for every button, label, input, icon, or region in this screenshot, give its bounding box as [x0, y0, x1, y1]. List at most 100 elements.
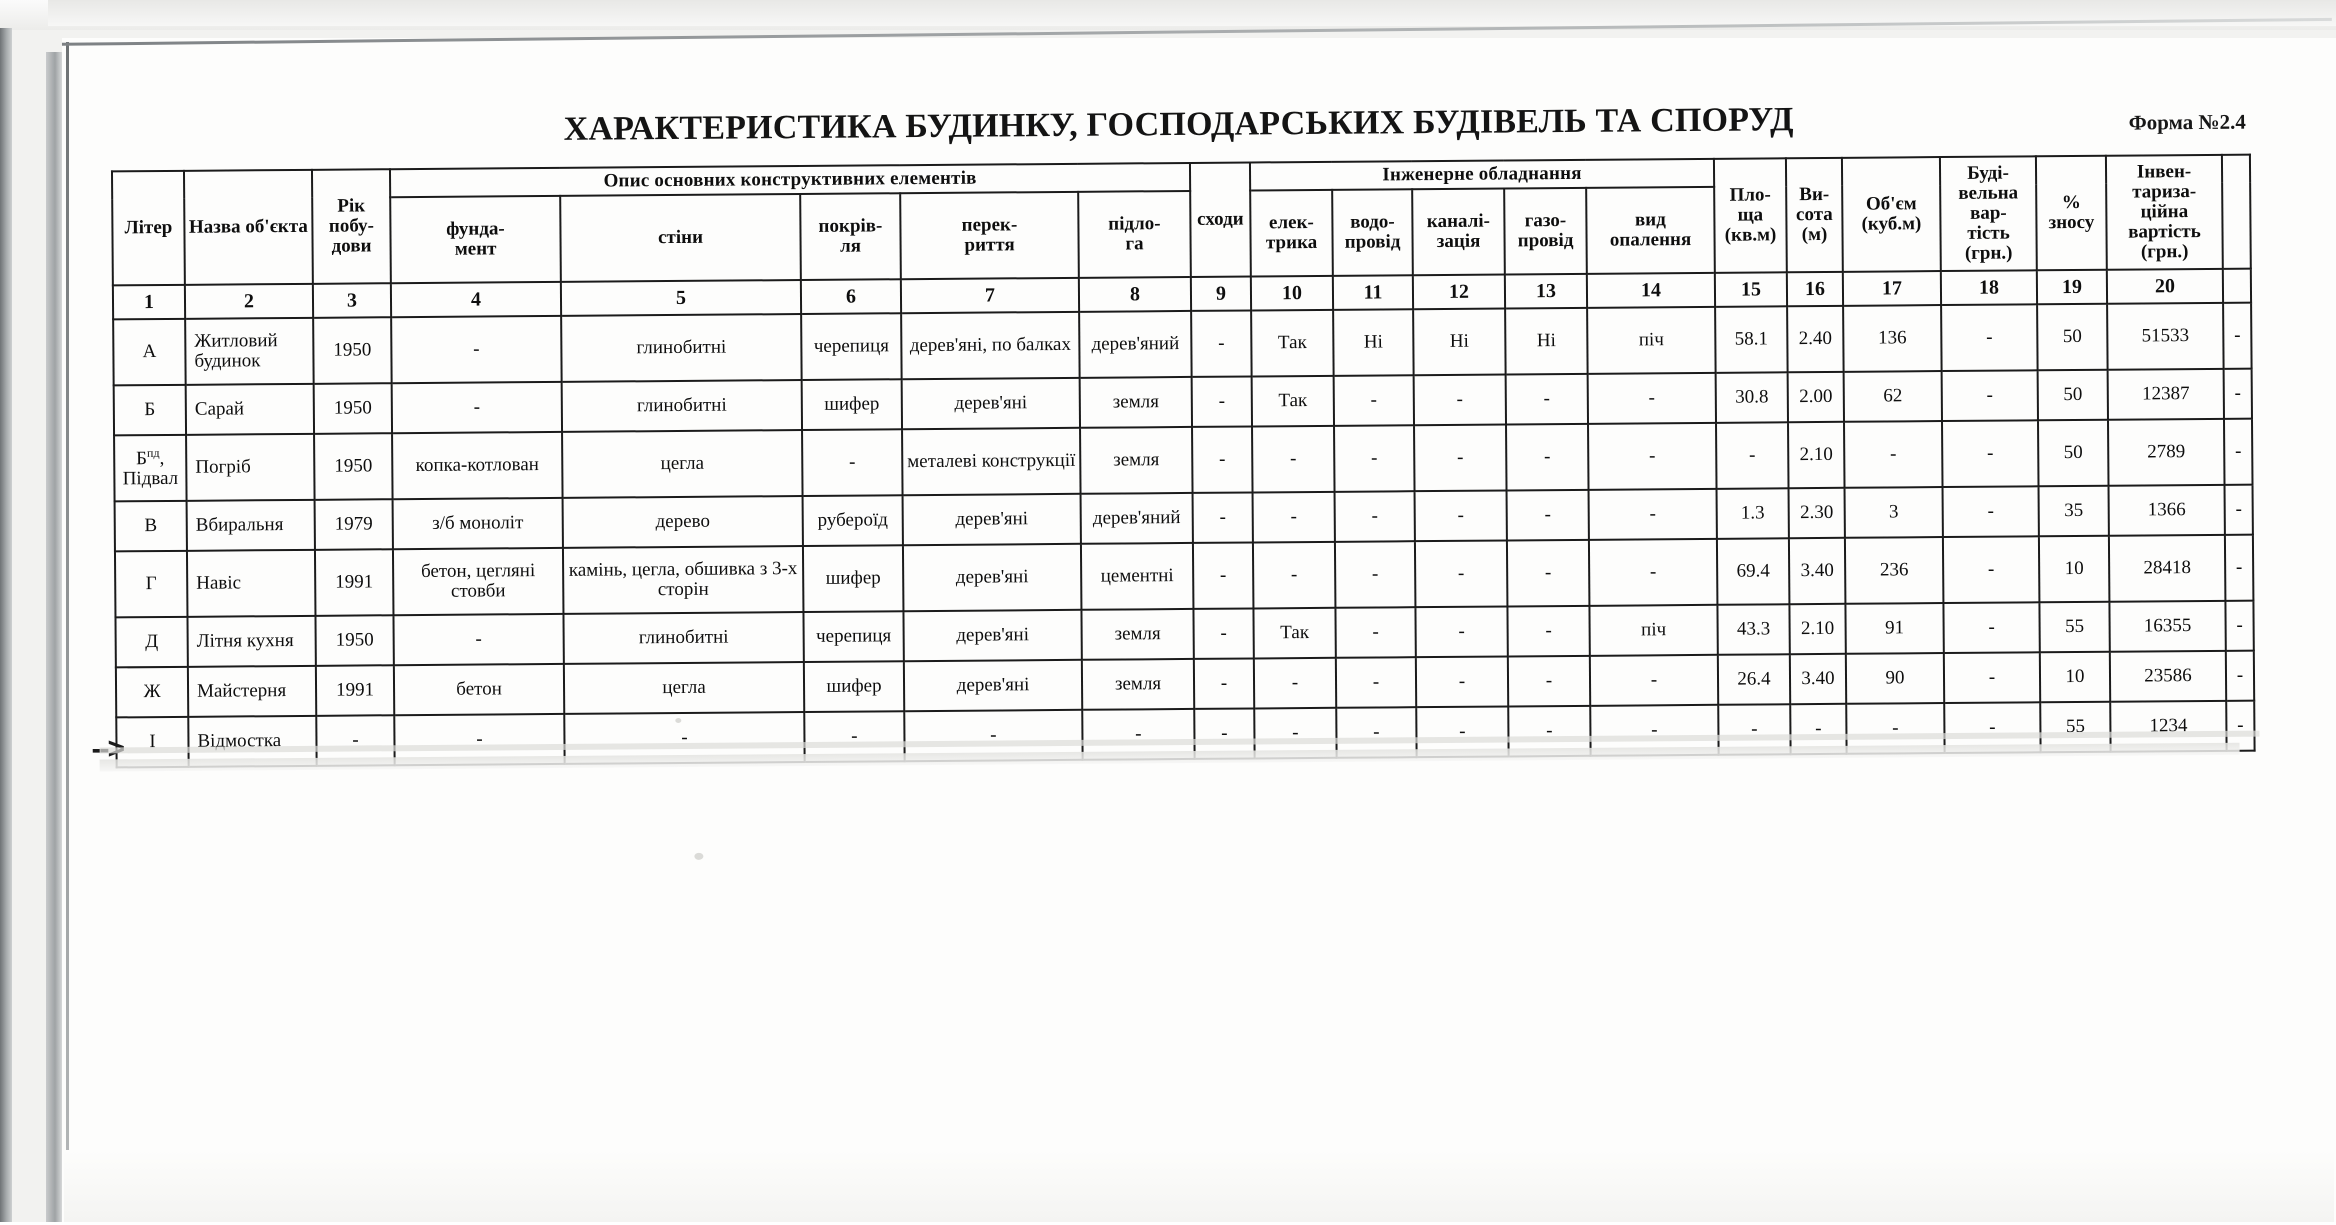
cell-volume: 91	[1845, 603, 1944, 654]
cell-wear: 55	[2039, 601, 2110, 653]
page-bottom-fade	[64, 1150, 2334, 1222]
cell-build-cost: -	[1941, 370, 2038, 422]
cell-build-cost: -	[1943, 652, 2041, 704]
cell-foundation: -	[391, 382, 563, 434]
cell-name: Вбиральня	[186, 499, 315, 551]
column-number-1: 1	[112, 284, 186, 320]
cell-ceiling: дерев'яні	[902, 493, 1081, 546]
cell-stairs: -	[1193, 608, 1254, 660]
col-header-heating: вид опалення	[1586, 186, 1715, 274]
cell-edge: -	[2223, 368, 2252, 419]
characteristics-table-wrapper: Літер Назва об'єкта Рік побу- дови Опис …	[110, 153, 2256, 769]
cell-year: 1991	[314, 549, 394, 616]
cell-water: -	[1334, 425, 1415, 492]
cell-heating: -	[1587, 372, 1717, 424]
cell-water: -	[1335, 607, 1416, 658]
cell-walls: глинобитні	[563, 612, 804, 665]
cell-year: 1979	[314, 499, 393, 550]
cell-roof: черепиця	[803, 611, 904, 663]
cell-volume: 136	[1843, 305, 1942, 372]
cell-wear: 10	[2039, 651, 2111, 703]
cell-name: Погріб	[186, 433, 315, 501]
column-number-16: 16	[1786, 271, 1844, 307]
col-header-area: Пло- ща (кв.м)	[1713, 158, 1787, 273]
cell-gas: -	[1506, 423, 1589, 491]
cell-liter: Б	[113, 384, 187, 436]
cell-sewage: -	[1415, 606, 1508, 658]
cell-inventory-cost: 28418	[2108, 534, 2226, 602]
cell-edge: -	[2223, 418, 2253, 485]
cell-heating: -	[1589, 654, 1719, 706]
cell-roof: шифер	[803, 661, 905, 713]
cell-roof: -	[802, 429, 903, 497]
cell-stairs: -	[1192, 542, 1254, 610]
cell-liter: Г	[114, 550, 188, 618]
cell-ceiling: дерев'яні	[903, 609, 1082, 662]
cell-area: 43.3	[1717, 604, 1790, 655]
cell-electricity: -	[1253, 657, 1337, 709]
column-number-2: 2	[184, 283, 314, 319]
cell-build-cost: -	[1942, 486, 2039, 538]
cell-floor: земля	[1081, 609, 1194, 660]
cell-name: Навіс	[186, 549, 316, 617]
cell-inventory-cost: 51533	[2107, 302, 2224, 370]
cell-height: 2.00	[1787, 371, 1845, 423]
cell-build-cost: -	[1941, 420, 2039, 488]
cell-edge: -	[2223, 302, 2252, 369]
cell-stairs: -	[1191, 310, 1252, 378]
column-number-14: 14	[1586, 272, 1716, 308]
column-number-3: 3	[312, 283, 392, 318]
cell-walls: цегла	[562, 430, 803, 499]
cell-water: Ні	[1333, 309, 1414, 376]
cell-area: 26.4	[1717, 654, 1791, 705]
cell-gas: -	[1507, 655, 1591, 707]
column-number-edge	[2222, 268, 2252, 303]
column-number-19: 19	[2036, 269, 2108, 305]
cell-floor: земля	[1081, 659, 1195, 710]
cell-water: -	[1334, 541, 1416, 608]
cell-wear: 50	[2037, 303, 2108, 371]
cell-heating: піч	[1589, 604, 1718, 656]
cell-wear: 50	[2037, 419, 2109, 487]
cell-height: 3.40	[1788, 537, 1846, 605]
col-header-height: Ви- сота (м)	[1785, 157, 1843, 273]
table-body: А Житловий будинок 1950- глинобитні черепиця…	[113, 302, 2255, 768]
column-number-18: 18	[1940, 270, 2038, 306]
paper-top-border	[61, 17, 2332, 46]
cell-gas: -	[1506, 539, 1590, 607]
cell-water: -	[1335, 657, 1417, 708]
column-number-20: 20	[2106, 268, 2224, 304]
col-header-sewage: каналі- зація	[1412, 188, 1505, 276]
group-header-engineering: Інженерне обладнання	[1249, 158, 1715, 191]
cell-liter: В	[114, 500, 187, 552]
col-header-electricity: елек- трика	[1250, 189, 1333, 277]
cell-area: -	[1716, 422, 1789, 489]
cell-year: 1991	[315, 665, 395, 716]
column-number-13: 13	[1504, 273, 1588, 309]
cell-volume: 3	[1844, 487, 1943, 538]
cell-electricity: Так	[1253, 607, 1336, 659]
cell-ceiling: дерев'яні	[902, 543, 1082, 612]
cell-floor: земля	[1080, 427, 1193, 494]
col-header-volume: Об'єм (куб.м)	[1841, 157, 1941, 272]
cell-floor: дерев'яний	[1080, 493, 1193, 544]
col-header-walls: стіни	[560, 194, 801, 283]
cell-electricity: Так	[1251, 309, 1334, 377]
cell-floor: дерев'яний	[1079, 311, 1192, 378]
cell-ceiling: дерев'яні, по балках	[901, 311, 1080, 380]
cell-height: 2.40	[1787, 305, 1844, 373]
col-header-stairs: сходи	[1189, 162, 1251, 278]
col-header-inventory-cost: Інвен- тариза- ційна вартість (грн.)	[2105, 154, 2223, 270]
cell-ceiling: дерев'яні	[903, 659, 1083, 712]
cell-roof: руберoїд	[802, 495, 903, 547]
scan-speckle	[694, 852, 704, 860]
cell-build-cost: -	[1942, 536, 2040, 604]
cell-name: Сарай	[185, 383, 315, 435]
cell-name: Майстерня	[187, 665, 317, 717]
col-header-roof: покрів- ля	[800, 193, 901, 281]
characteristics-table: Літер Назва об'єкта Рік побу- дови Опис …	[110, 153, 2256, 769]
column-number-6: 6	[800, 279, 902, 315]
cell-build-cost: -	[1943, 602, 2040, 654]
cell-inventory-cost: 23586	[2109, 650, 2227, 702]
